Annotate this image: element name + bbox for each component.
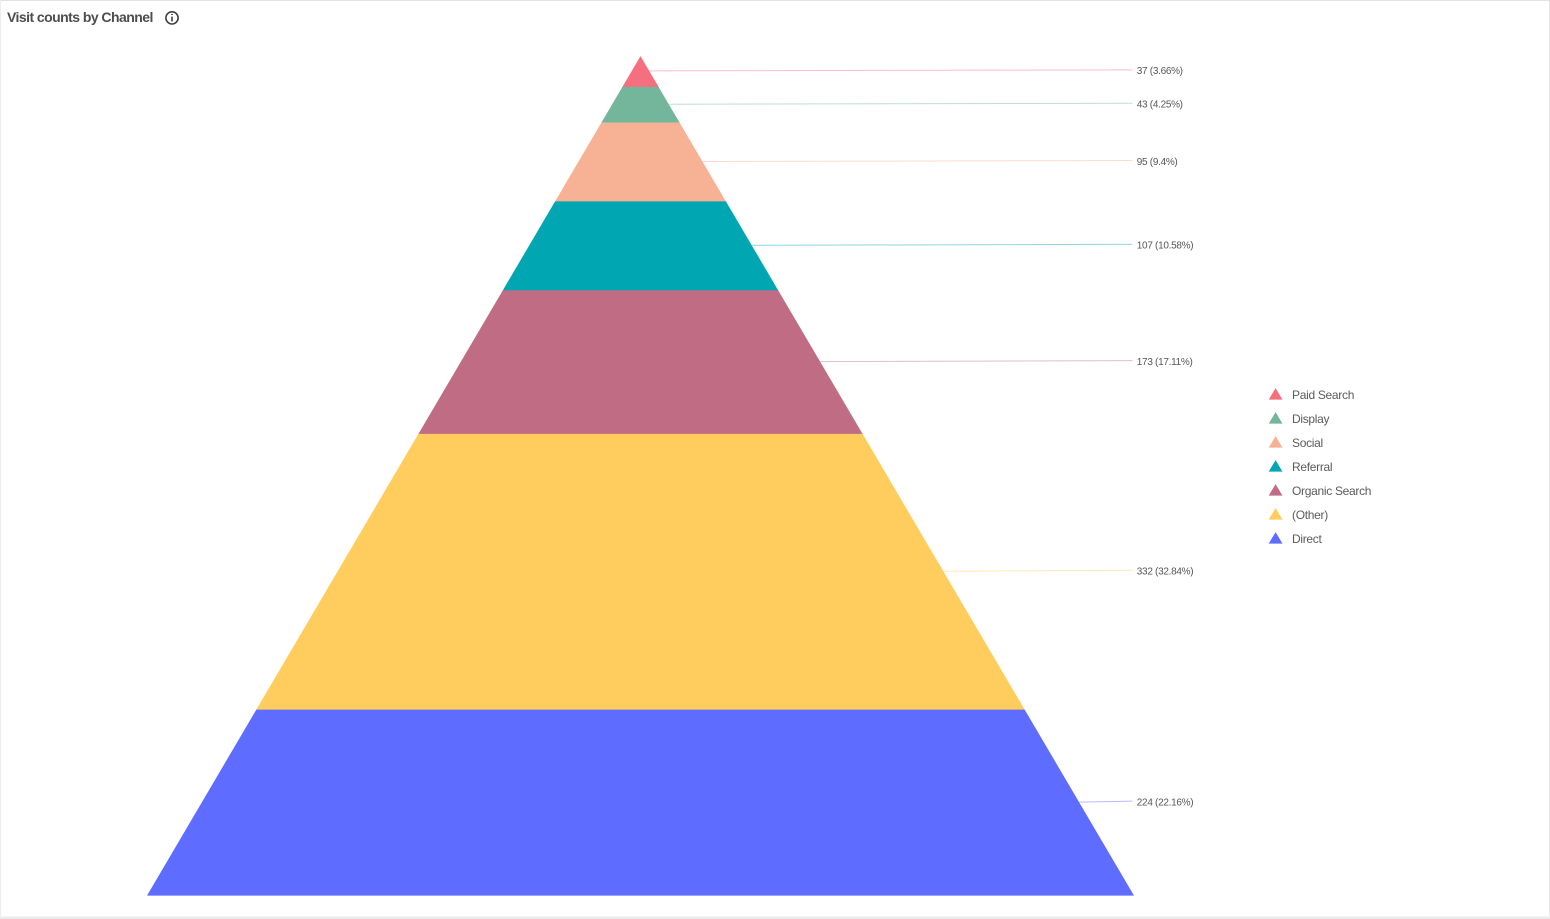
svg-text:(Other): (Other) bbox=[1292, 508, 1328, 522]
svg-text:95 (9.4%): 95 (9.4%) bbox=[1137, 157, 1178, 168]
svg-text:Social: Social bbox=[1292, 436, 1323, 450]
svg-text:107 (10.58%): 107 (10.58%) bbox=[1137, 241, 1193, 252]
svg-text:Direct: Direct bbox=[1292, 532, 1323, 546]
svg-text:43 (4.25%): 43 (4.25%) bbox=[1137, 100, 1183, 111]
svg-text:37 (3.66%): 37 (3.66%) bbox=[1137, 66, 1183, 77]
svg-text:173 (17.11%): 173 (17.11%) bbox=[1137, 357, 1193, 368]
svg-text:Display: Display bbox=[1292, 412, 1330, 426]
svg-text:Organic Search: Organic Search bbox=[1292, 484, 1371, 498]
svg-text:224 (22.16%): 224 (22.16%) bbox=[1137, 797, 1193, 808]
svg-text:Referral: Referral bbox=[1292, 460, 1332, 474]
svg-text:Paid Search: Paid Search bbox=[1292, 388, 1354, 402]
svg-text:332 (32.84%): 332 (32.84%) bbox=[1137, 567, 1193, 578]
svg-text:Visit counts by Channel: Visit counts by Channel bbox=[7, 9, 153, 25]
